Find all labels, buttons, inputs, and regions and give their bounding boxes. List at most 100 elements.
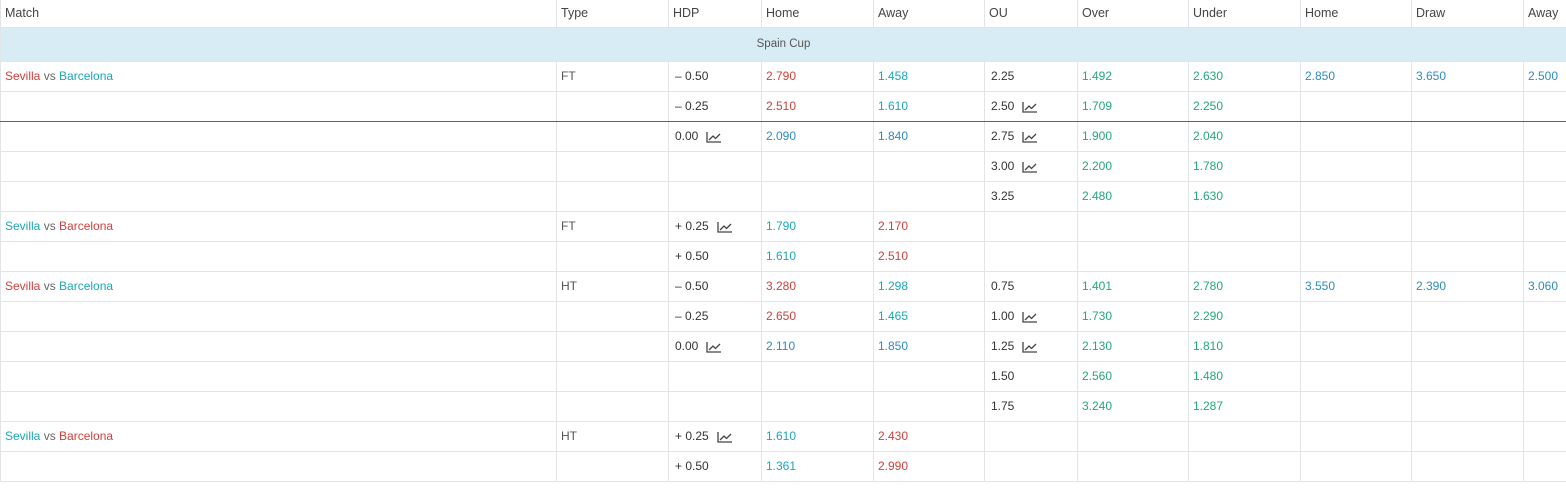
hdp-home-odds[interactable]: 2.790 bbox=[761, 60, 874, 92]
away-team[interactable]: Barcelona bbox=[59, 429, 114, 443]
over-odds[interactable]: 3.240 bbox=[1077, 390, 1189, 422]
hdp-line: – 0.50 bbox=[675, 279, 709, 293]
hdp-home-odds[interactable]: 2.110 bbox=[761, 330, 874, 362]
trend-chart-icon[interactable] bbox=[1022, 161, 1038, 173]
1x2-draw-odds bbox=[1411, 180, 1524, 212]
away-team[interactable]: Barcelona bbox=[59, 69, 114, 83]
1x2-away-odds bbox=[1523, 240, 1566, 272]
under-odds[interactable]: 1.630 bbox=[1188, 180, 1301, 212]
1x2-home-odds[interactable]: 3.550 bbox=[1300, 270, 1412, 302]
col-header-match: Match bbox=[0, 0, 557, 28]
over-odds[interactable]: 2.130 bbox=[1077, 330, 1189, 362]
hdp-home-odds[interactable]: 1.361 bbox=[761, 450, 874, 482]
hdp-home-odds[interactable]: 1.790 bbox=[761, 210, 874, 242]
ou-line-cell: 1.75 bbox=[984, 390, 1078, 422]
over-odds[interactable]: 1.492 bbox=[1077, 60, 1189, 92]
away-team[interactable]: Barcelona bbox=[59, 219, 114, 233]
trend-chart-icon[interactable] bbox=[1022, 131, 1038, 143]
home-team[interactable]: Sevilla bbox=[5, 69, 41, 83]
vs-label: vs bbox=[43, 69, 56, 83]
hdp-away-odds[interactable]: 2.510 bbox=[873, 240, 985, 272]
over-odds[interactable]: 1.401 bbox=[1077, 270, 1189, 302]
hdp-home-odds[interactable]: 1.610 bbox=[761, 240, 874, 272]
over-odds[interactable]: 1.900 bbox=[1077, 120, 1189, 152]
under-odds[interactable]: 1.287 bbox=[1188, 390, 1301, 422]
1x2-home-odds[interactable]: 2.850 bbox=[1300, 60, 1412, 92]
over-odds[interactable]: 1.709 bbox=[1077, 90, 1189, 122]
1x2-away-odds[interactable]: 2.500 bbox=[1523, 60, 1566, 92]
hdp-home-odds[interactable]: 3.280 bbox=[761, 270, 874, 302]
under-odds[interactable]: 2.290 bbox=[1188, 300, 1301, 332]
hdp-home-odds[interactable]: 2.090 bbox=[761, 120, 874, 152]
1x2-home-odds bbox=[1300, 330, 1412, 362]
1x2-draw-odds[interactable]: 2.390 bbox=[1411, 270, 1524, 302]
hdp-line: – 0.50 bbox=[675, 69, 709, 83]
type-cell bbox=[556, 330, 669, 362]
trend-chart-icon[interactable] bbox=[717, 221, 733, 233]
1x2-draw-odds[interactable]: 3.650 bbox=[1411, 60, 1524, 92]
1x2-away-odds[interactable]: 3.060 bbox=[1523, 270, 1566, 302]
1x2-draw-odds bbox=[1411, 420, 1524, 452]
under-odds[interactable]: 1.480 bbox=[1188, 360, 1301, 392]
hdp-line: + 0.25 bbox=[675, 429, 709, 443]
under-odds[interactable]: 1.780 bbox=[1188, 150, 1301, 182]
hdp-away-odds[interactable]: 1.298 bbox=[873, 270, 985, 302]
hdp-home-odds[interactable]: 2.650 bbox=[761, 300, 874, 332]
hdp-away-odds[interactable]: 2.990 bbox=[873, 450, 985, 482]
hdp-away-odds[interactable]: 2.170 bbox=[873, 210, 985, 242]
hdp-line-cell bbox=[668, 360, 762, 392]
hdp-line-cell: – 0.50 bbox=[668, 60, 762, 92]
trend-chart-icon[interactable] bbox=[1022, 101, 1038, 113]
hdp-home-odds bbox=[761, 180, 874, 212]
over-odds[interactable]: 2.560 bbox=[1077, 360, 1189, 392]
1x2-away-odds bbox=[1523, 390, 1566, 422]
table-row: Sevilla vs Barcelona FT + 0.25 1.790 2.170 bbox=[0, 210, 1566, 242]
under-odds[interactable]: 2.780 bbox=[1188, 270, 1301, 302]
1x2-draw-odds bbox=[1411, 240, 1524, 272]
match-cell bbox=[0, 180, 557, 212]
hdp-away-odds[interactable]: 1.850 bbox=[873, 330, 985, 362]
under-odds bbox=[1188, 210, 1301, 242]
trend-chart-icon[interactable] bbox=[706, 341, 722, 353]
hdp-line-cell: 0.00 bbox=[668, 120, 762, 152]
type-cell: HT bbox=[556, 270, 669, 302]
over-odds[interactable]: 1.730 bbox=[1077, 300, 1189, 332]
type-cell: FT bbox=[556, 60, 669, 92]
hdp-line: – 0.25 bbox=[675, 99, 709, 113]
away-team[interactable]: Barcelona bbox=[59, 279, 114, 293]
hdp-home-odds[interactable]: 1.610 bbox=[761, 420, 874, 452]
under-odds[interactable]: 2.040 bbox=[1188, 120, 1301, 152]
hdp-line: + 0.25 bbox=[675, 219, 709, 233]
1x2-home-odds bbox=[1300, 120, 1412, 152]
1x2-draw-odds bbox=[1411, 390, 1524, 422]
home-team[interactable]: Sevilla bbox=[5, 429, 41, 443]
type-cell bbox=[556, 90, 669, 122]
under-odds bbox=[1188, 240, 1301, 272]
hdp-away-odds[interactable]: 1.840 bbox=[873, 120, 985, 152]
ou-line-cell: 1.50 bbox=[984, 360, 1078, 392]
trend-chart-icon[interactable] bbox=[706, 131, 722, 143]
trend-chart-icon[interactable] bbox=[1022, 311, 1038, 323]
hdp-away-odds[interactable]: 2.430 bbox=[873, 420, 985, 452]
hdp-away-odds[interactable]: 1.610 bbox=[873, 90, 985, 122]
over-odds[interactable]: 2.480 bbox=[1077, 180, 1189, 212]
match-cell: Sevilla vs Barcelona bbox=[0, 420, 557, 452]
hdp-home-odds[interactable]: 2.510 bbox=[761, 90, 874, 122]
home-team[interactable]: Sevilla bbox=[5, 219, 41, 233]
hdp-away-odds[interactable]: 1.465 bbox=[873, 300, 985, 332]
home-team[interactable]: Sevilla bbox=[5, 279, 41, 293]
over-odds[interactable]: 2.200 bbox=[1077, 150, 1189, 182]
col-header-type: Type bbox=[556, 0, 669, 28]
table-row: 0.00 2.090 1.840 2.75 1.900 2.040 bbox=[0, 120, 1566, 152]
under-odds[interactable]: 2.630 bbox=[1188, 60, 1301, 92]
hdp-away-odds[interactable]: 1.458 bbox=[873, 60, 985, 92]
trend-chart-icon[interactable] bbox=[1022, 341, 1038, 353]
col-header-over: Over bbox=[1077, 0, 1189, 28]
under-odds[interactable]: 1.810 bbox=[1188, 330, 1301, 362]
1x2-away-odds bbox=[1523, 360, 1566, 392]
1x2-away-odds bbox=[1523, 450, 1566, 482]
col-header-hdp-away: Away bbox=[873, 0, 985, 28]
col-header-1x2-away: Away bbox=[1523, 0, 1566, 28]
under-odds[interactable]: 2.250 bbox=[1188, 90, 1301, 122]
trend-chart-icon[interactable] bbox=[717, 431, 733, 443]
